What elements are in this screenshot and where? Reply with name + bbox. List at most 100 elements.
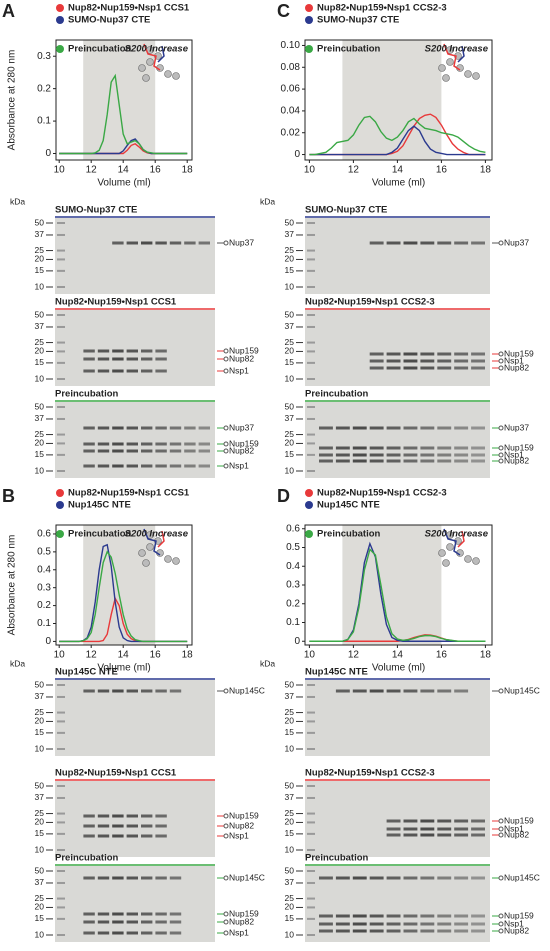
x-tick-label: 14 bbox=[118, 165, 130, 176]
band-label: Nup159 bbox=[229, 438, 259, 448]
ladder-band bbox=[307, 269, 315, 272]
icon-chain bbox=[157, 45, 165, 63]
ladder-band bbox=[57, 325, 65, 328]
marker-label: 10 bbox=[35, 373, 45, 383]
gel-band bbox=[471, 819, 485, 823]
y-tick-label: 0.3 bbox=[37, 582, 51, 593]
gel-band bbox=[386, 366, 401, 370]
ladder-band bbox=[57, 684, 65, 686]
gel-band bbox=[319, 876, 333, 880]
marker-label: 25 bbox=[35, 245, 45, 255]
icon-chain bbox=[457, 530, 465, 548]
column-annotation: S200 Increase bbox=[425, 529, 489, 540]
gel-band bbox=[155, 369, 167, 373]
gel-band bbox=[403, 819, 418, 823]
kda-unit: kDa bbox=[260, 658, 275, 668]
gel-band bbox=[352, 876, 367, 880]
gel-band bbox=[454, 426, 469, 430]
gel-title: Preincubation bbox=[305, 389, 369, 400]
x-axis-label: Volume (ml) bbox=[372, 178, 425, 189]
ladder-band bbox=[307, 748, 315, 750]
icon-domain bbox=[164, 555, 172, 563]
ladder-band bbox=[307, 684, 315, 686]
gel-image bbox=[305, 781, 490, 857]
gel-title: Preincubation bbox=[55, 853, 119, 864]
column-annotation: S200 Increase bbox=[125, 44, 189, 55]
y-axis-label: Absorbance at 280 nm bbox=[7, 50, 18, 151]
gel-band bbox=[97, 357, 110, 361]
gel-band bbox=[386, 359, 401, 363]
gel-band bbox=[403, 922, 418, 926]
band-pointer-end bbox=[223, 448, 229, 454]
gel-band bbox=[126, 426, 138, 430]
legend-label: SUMO-Nup37 CTE bbox=[68, 15, 150, 26]
gel-band bbox=[155, 920, 167, 924]
marker-label: 15 bbox=[35, 828, 45, 838]
gel-band bbox=[420, 819, 435, 823]
ladder-band bbox=[57, 433, 65, 436]
marker-label: 50 bbox=[35, 309, 45, 319]
gel-band bbox=[155, 824, 167, 828]
ladder-band bbox=[57, 350, 65, 353]
gel-band bbox=[83, 464, 95, 468]
elution-window bbox=[342, 40, 442, 160]
x-tick-label: 18 bbox=[480, 165, 492, 176]
marker-label: 37 bbox=[35, 321, 45, 331]
gel-band bbox=[437, 426, 452, 430]
y-tick-label: 0.4 bbox=[286, 561, 300, 572]
band-label: Nup145C bbox=[504, 872, 540, 882]
band-label: Nup82 bbox=[504, 829, 529, 839]
y-tick-label: 0.2 bbox=[286, 598, 300, 609]
gel-band bbox=[420, 914, 435, 918]
legend-label: SUMO-Nup37 CTE bbox=[317, 15, 399, 26]
gel-band bbox=[420, 352, 435, 356]
gel-title: Nup145C NTE bbox=[305, 667, 368, 678]
plot-frame bbox=[55, 39, 193, 161]
y-tick-label: 0.2 bbox=[37, 83, 51, 94]
marker-label: 10 bbox=[285, 465, 295, 475]
gel-band bbox=[471, 352, 485, 356]
ladder-band bbox=[307, 433, 315, 436]
gel-band bbox=[112, 912, 124, 916]
legend-label: Nup145C NTE bbox=[317, 500, 380, 511]
icon-domain bbox=[172, 557, 180, 565]
band-pointer-end bbox=[223, 240, 229, 246]
panel-label: D bbox=[277, 486, 290, 506]
band-label: Nsp1 bbox=[504, 355, 524, 365]
ladder-band bbox=[57, 897, 65, 900]
ladder-band bbox=[307, 870, 315, 872]
gel-band bbox=[83, 814, 95, 818]
plot-frame bbox=[55, 524, 193, 646]
gel-band bbox=[335, 446, 350, 450]
band-label: Nup145C bbox=[229, 685, 265, 695]
band-label: Nsp1 bbox=[229, 927, 249, 937]
marker-label: 25 bbox=[285, 245, 295, 255]
band-pointer-end bbox=[223, 919, 229, 925]
gel-band bbox=[198, 449, 210, 453]
y-tick-label: 0.6 bbox=[286, 523, 300, 534]
gel-band bbox=[141, 931, 153, 935]
gel-band bbox=[112, 241, 124, 245]
gel-band bbox=[386, 241, 401, 245]
band-pointer-end bbox=[498, 913, 504, 919]
ladder-band bbox=[57, 695, 65, 698]
marker-label: 15 bbox=[285, 828, 295, 838]
series-line bbox=[309, 125, 486, 156]
gel-band bbox=[112, 824, 124, 828]
gel-band bbox=[83, 426, 95, 430]
gel-band bbox=[169, 876, 182, 880]
ladder-band bbox=[307, 258, 315, 261]
gel-band bbox=[352, 689, 367, 693]
icon-chain bbox=[443, 43, 461, 71]
marker-label: 20 bbox=[285, 817, 295, 827]
marker-label: 15 bbox=[35, 449, 45, 459]
y-tick-label: 0.1 bbox=[37, 618, 51, 629]
gel-band bbox=[97, 449, 110, 453]
band-label: Nup159 bbox=[229, 908, 259, 918]
ladder-band bbox=[307, 378, 315, 380]
icon-domain bbox=[442, 559, 450, 567]
marker-label: 50 bbox=[35, 679, 45, 689]
band-label: Nup82 bbox=[504, 362, 529, 372]
gel-band bbox=[97, 824, 110, 828]
gel-band bbox=[112, 369, 124, 373]
